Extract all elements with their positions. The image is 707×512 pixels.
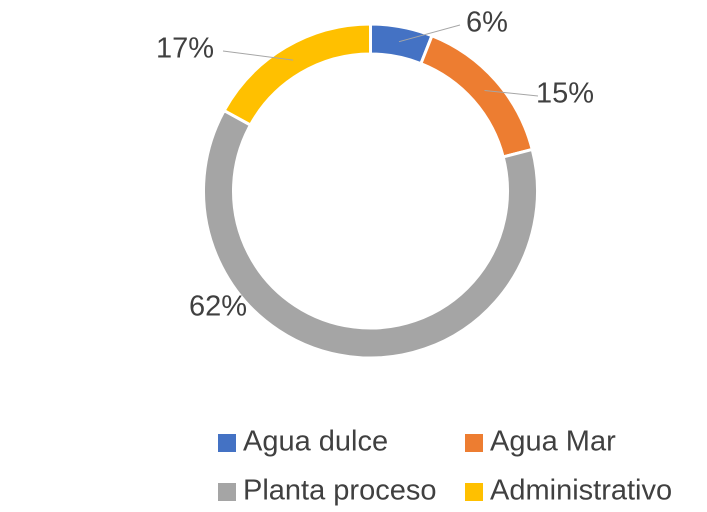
leader-line	[398, 24, 461, 43]
legend-label: Agua Mar	[490, 426, 616, 458]
legend-swatch	[465, 434, 483, 452]
data-label: 6%	[466, 7, 508, 39]
data-label: 17%	[156, 33, 214, 65]
legend-label: Administrativo	[490, 475, 672, 507]
legend-swatch	[218, 483, 236, 501]
donut-segment	[418, 33, 535, 159]
legend-label: Planta proceso	[243, 475, 436, 507]
data-label: 62%	[189, 291, 247, 323]
legend-label: Agua dulce	[243, 426, 388, 458]
legend-swatch	[218, 434, 236, 452]
legend-swatch	[465, 483, 483, 501]
data-label: 15%	[536, 78, 594, 110]
donut-segment	[202, 108, 539, 360]
leader-line	[484, 89, 539, 97]
leader-line	[222, 50, 294, 61]
donut-segment	[222, 22, 372, 128]
